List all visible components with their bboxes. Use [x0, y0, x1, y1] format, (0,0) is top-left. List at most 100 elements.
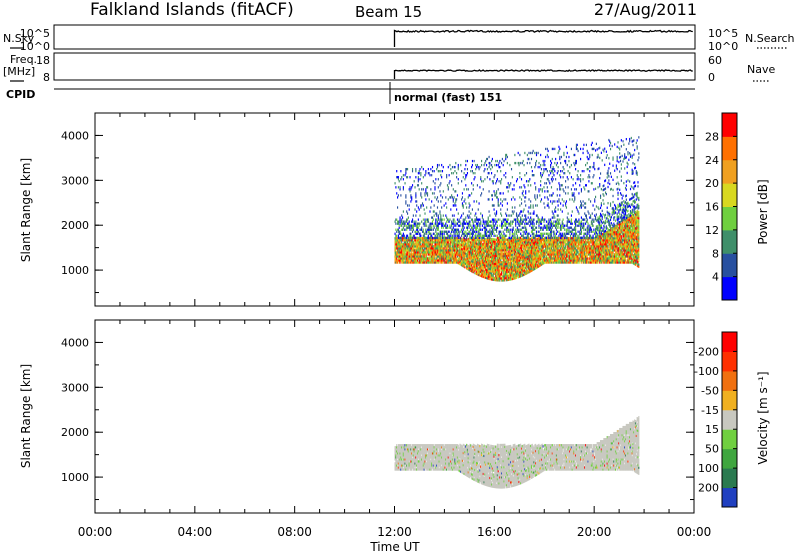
echo-cell [629, 249, 631, 252]
echo-cell [472, 238, 474, 242]
echo-cell [477, 232, 479, 235]
echo-cell [397, 239, 399, 242]
echo-cell [511, 251, 513, 254]
echo-cell [614, 249, 616, 252]
echo-cell [518, 247, 520, 250]
echo-cell [479, 270, 481, 273]
echo-cell [577, 243, 579, 246]
echo-cell [428, 232, 430, 235]
echo-cell [481, 273, 483, 276]
echo-cell [514, 250, 516, 254]
echo-cell [585, 253, 587, 256]
echo-cell [476, 218, 478, 221]
echo-cell [553, 245, 555, 248]
echo-cell [517, 241, 519, 245]
echo-cell [516, 246, 518, 249]
echo-cell [462, 240, 464, 244]
echo-cell [456, 253, 458, 256]
echo-cell [615, 233, 617, 236]
echo-cell [401, 257, 403, 260]
echo-cell [566, 259, 568, 262]
echo-cell [514, 254, 516, 258]
echo-cell [455, 239, 457, 242]
echo-cell [523, 263, 525, 266]
echo-cell [549, 253, 551, 256]
echo-cell [430, 259, 432, 262]
echo-cell [516, 248, 518, 251]
echo-cell [579, 239, 581, 242]
echo-cell [397, 247, 399, 250]
echo-cell [430, 228, 432, 231]
echo-cell [414, 239, 416, 242]
echo-cell [538, 242, 540, 246]
echo-cell [540, 253, 542, 257]
echo-cell [597, 257, 599, 260]
echo-cell [397, 255, 399, 258]
echo-cell [503, 254, 505, 258]
echo-cell [535, 256, 538, 259]
echo-cell [426, 257, 428, 260]
echo-cell [602, 239, 604, 242]
echo-cell [474, 245, 476, 248]
echo-cell [422, 255, 424, 258]
echo-cell [585, 259, 587, 262]
echo-cell [631, 235, 633, 238]
echo-cell [613, 235, 615, 238]
echo-cell [564, 241, 566, 244]
echo-cell [527, 261, 529, 264]
echo-cell [596, 253, 598, 256]
echo-cell [508, 240, 510, 243]
echo-cell [624, 220, 627, 224]
echo-cell [530, 264, 532, 267]
echo-cell [618, 237, 620, 240]
echo-cell [504, 260, 506, 264]
echo-cell [513, 275, 515, 278]
echo-cell [471, 240, 474, 243]
echo-cell [451, 222, 453, 225]
echo-cell [435, 243, 437, 246]
echo-cell [633, 250, 635, 253]
echo-cell [451, 257, 453, 260]
echo-cell [523, 255, 525, 258]
echo-cell [491, 264, 493, 267]
echo-cell [455, 232, 457, 235]
echo-cell [520, 258, 523, 261]
echo-cell [472, 246, 474, 250]
echo-cell [421, 245, 424, 248]
echo-cell [448, 236, 450, 239]
echo-cell [441, 230, 443, 233]
echo-cell [517, 239, 519, 242]
echo-cell [427, 261, 429, 264]
echo-cell [511, 237, 513, 240]
echo-cell [545, 245, 548, 248]
echo-cell [636, 246, 638, 249]
echo-cell [397, 222, 399, 225]
echo-cell [594, 255, 596, 258]
echo-cell [436, 245, 439, 248]
echo-cell [433, 261, 435, 264]
echo-cell [603, 255, 605, 258]
echo-cell [622, 257, 624, 260]
echo-cell [465, 246, 467, 249]
echo-cell [549, 247, 551, 250]
echo-cell [633, 260, 635, 263]
echo-cell [435, 234, 437, 237]
echo-cell [623, 253, 625, 256]
echo-cell [588, 251, 590, 254]
echo-cell [576, 255, 578, 258]
echo-cell [510, 274, 512, 277]
echo-cell [613, 243, 615, 246]
echo-cell [614, 235, 617, 238]
echo-cell [633, 220, 635, 223]
echo-cell [441, 230, 444, 233]
echo-cell [543, 241, 545, 244]
echo-cell [487, 259, 489, 262]
echo-cell [550, 249, 553, 252]
echo-cell [593, 257, 595, 260]
echo-cell [600, 235, 602, 238]
echo-cell [462, 242, 464, 246]
echo-cell [433, 239, 435, 242]
echo-cell [441, 220, 443, 223]
echo-cell [617, 227, 619, 230]
echo-cell [474, 237, 476, 240]
